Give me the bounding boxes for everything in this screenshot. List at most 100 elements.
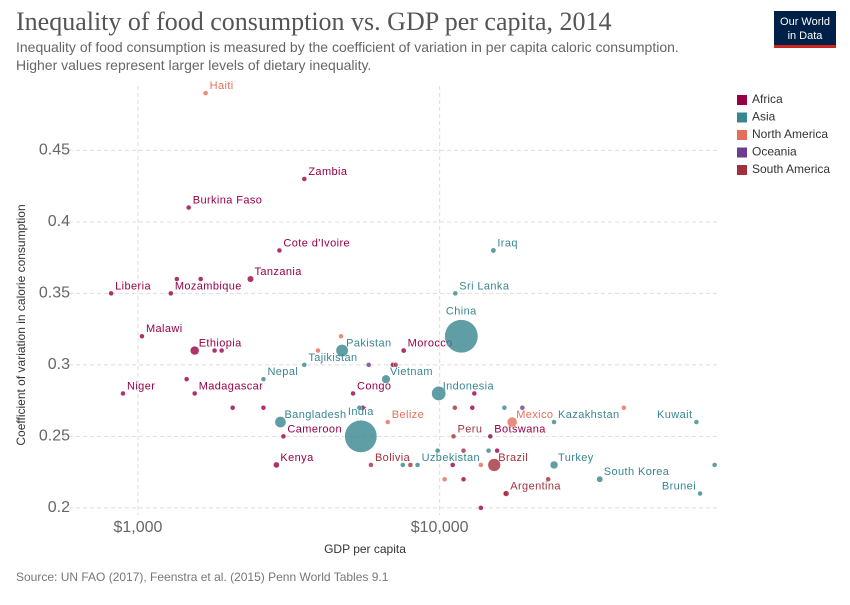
point xyxy=(350,390,356,397)
point-label: Vietnam xyxy=(390,366,433,378)
point-label: China xyxy=(446,306,477,318)
point xyxy=(501,405,508,411)
point-label: Madagascar xyxy=(199,380,264,392)
point xyxy=(400,347,407,354)
point xyxy=(460,447,467,454)
point xyxy=(697,490,703,497)
point xyxy=(434,447,441,454)
point xyxy=(450,433,457,440)
legend-label: North America xyxy=(752,127,828,141)
point xyxy=(471,390,478,397)
point-label: Uzbekistan xyxy=(422,452,480,464)
point xyxy=(191,390,198,397)
point xyxy=(168,290,174,297)
y-tick-label: 0.3 xyxy=(48,356,70,373)
y-tick-label: 0.2 xyxy=(48,499,70,516)
point-label: Cote d'Ivoire xyxy=(283,237,350,249)
point xyxy=(549,460,559,470)
point xyxy=(711,462,718,468)
legend-label: South America xyxy=(752,162,830,176)
legend-label: Africa xyxy=(752,92,783,106)
point xyxy=(338,333,344,339)
y-tick-label: 0.35 xyxy=(39,285,70,302)
point-label: Nepal xyxy=(267,366,298,378)
point-label: Indonesia xyxy=(443,380,495,392)
point xyxy=(494,447,500,454)
point xyxy=(551,419,557,425)
marks: Zambia Burkina Faso Cote d'Ivoire Tanzania M… xyxy=(108,80,718,511)
point xyxy=(596,475,604,483)
point-label: Ethiopia xyxy=(199,337,242,349)
logo-box xyxy=(774,11,836,48)
point xyxy=(273,461,280,469)
point xyxy=(197,276,204,282)
point xyxy=(174,276,180,282)
point xyxy=(478,462,484,468)
point xyxy=(280,433,287,440)
point xyxy=(185,204,192,211)
legend-swatch xyxy=(737,95,747,105)
y-axis-label: Coefficient of variation in calorie cons… xyxy=(14,204,28,445)
legend-label: Oceania xyxy=(752,145,797,159)
point xyxy=(392,362,399,368)
point xyxy=(487,458,501,472)
point xyxy=(384,419,391,425)
point xyxy=(344,419,378,453)
point-label: Iraq xyxy=(497,237,518,249)
point-label: Mozambique xyxy=(175,280,242,292)
point-label: Mexico xyxy=(516,409,553,421)
subtitle-box: Inequality of food consumption is measur… xyxy=(16,39,679,73)
point-label: Brunei xyxy=(662,480,696,492)
point-label: Belize xyxy=(392,409,424,421)
point-label: Turkey xyxy=(558,452,594,464)
point xyxy=(506,416,518,428)
point xyxy=(487,433,494,440)
point-label: Kenya xyxy=(280,452,314,464)
point-label: Bolivia xyxy=(375,452,411,464)
point xyxy=(335,344,349,358)
point xyxy=(202,90,209,96)
point xyxy=(400,462,406,468)
y-tick-label: 0.4 xyxy=(48,213,70,230)
point xyxy=(229,405,236,411)
point-label: Kazakhstan xyxy=(558,409,619,421)
point-label: Cameroon xyxy=(287,423,342,435)
point xyxy=(441,476,448,482)
point xyxy=(368,462,374,468)
logo-bar xyxy=(774,45,836,48)
y-tick-label: 0.45 xyxy=(39,142,70,159)
point-label: Bangladesh xyxy=(284,409,346,421)
point xyxy=(490,247,497,254)
legend: Africa Asia North America Oceania South Amer… xyxy=(737,92,830,176)
point-label: Haiti xyxy=(210,80,234,92)
point xyxy=(108,290,114,297)
legend-label: Asia xyxy=(752,110,776,124)
point xyxy=(183,376,190,382)
point xyxy=(414,462,421,468)
point xyxy=(260,405,267,411)
point xyxy=(478,505,484,511)
point xyxy=(301,176,308,182)
point-label: Kuwait xyxy=(657,409,692,421)
point-label: Botswana xyxy=(494,423,546,435)
point xyxy=(452,405,458,411)
logo-text: in Data xyxy=(788,30,824,42)
point-label: Tanzania xyxy=(255,266,303,278)
point xyxy=(431,386,447,401)
point xyxy=(452,290,459,297)
legend-swatch xyxy=(737,147,747,158)
point-label: Sri Lanka xyxy=(459,280,510,292)
point-label: Pakistan xyxy=(346,337,391,349)
point xyxy=(381,374,391,384)
legend-swatch xyxy=(737,130,747,140)
point xyxy=(218,347,225,354)
point xyxy=(365,362,372,368)
point xyxy=(189,345,200,356)
y-tick-label: 0.25 xyxy=(39,428,70,445)
x-axis-label: GDP per capita xyxy=(324,542,406,556)
point xyxy=(247,275,255,283)
point xyxy=(693,419,700,425)
x-tick-label: $1,000 xyxy=(113,519,162,536)
chart-title: Inequality of food consumption vs. GDP p… xyxy=(16,7,612,36)
